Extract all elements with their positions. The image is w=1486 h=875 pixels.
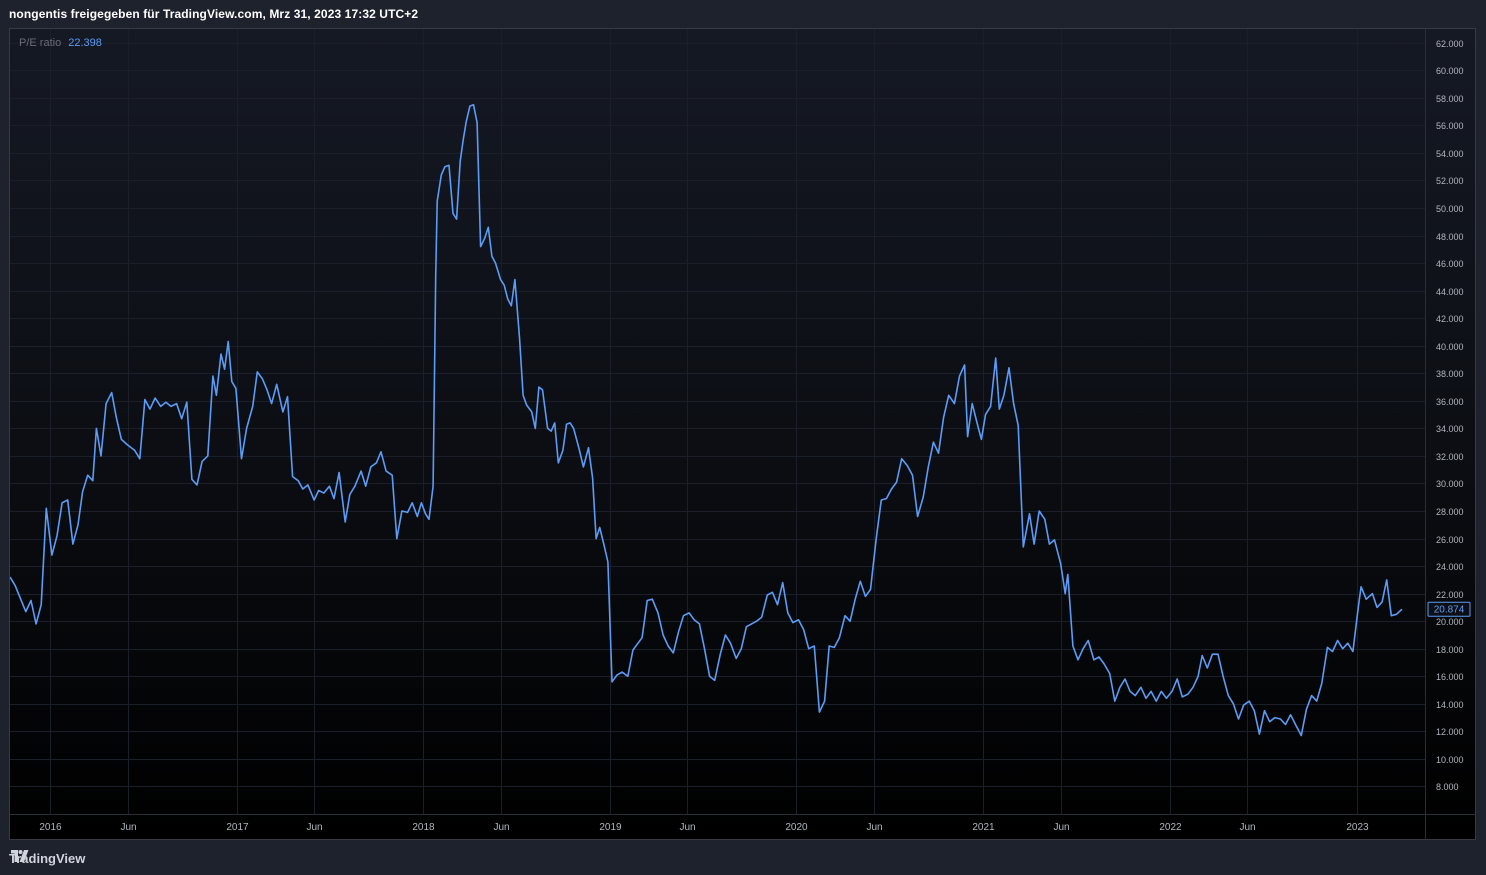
x-tick-label: 2016 — [39, 822, 62, 833]
tradingview-brand-label[interactable]: TradingView — [9, 850, 86, 866]
y-tick-label: 58.000 — [1436, 94, 1464, 104]
y-tick-label: 16.000 — [1436, 672, 1464, 682]
y-tick-label: 38.000 — [1436, 369, 1464, 379]
x-tick-label: Jun — [866, 822, 882, 833]
last-value-marker: 20.874 — [1427, 601, 1471, 617]
x-tick-label: 2019 — [599, 822, 622, 833]
y-tick-label: 24.000 — [1436, 562, 1464, 572]
x-tick-label: Jun — [1239, 822, 1255, 833]
y-tick-label: 48.000 — [1436, 232, 1464, 242]
chart-share-title: nongentis freigegeben für TradingView.co… — [9, 7, 419, 21]
y-tick-label: 46.000 — [1436, 259, 1464, 269]
legend-series-value: 22.398 — [68, 37, 102, 49]
series-legend[interactable]: P/E ratio 22.398 — [19, 37, 102, 49]
last-value-box — [1427, 601, 1471, 617]
y-tick-label: 12.000 — [1436, 727, 1464, 737]
y-tick-label: 34.000 — [1436, 424, 1464, 434]
x-tick-label: Jun — [679, 822, 695, 833]
price-axis[interactable]: 8.000 10.000 12.000 14.000 16.000 18.000 20.00… — [1436, 39, 1464, 792]
y-tick-label: 22.000 — [1436, 590, 1464, 600]
x-tick-label: Jun — [493, 822, 509, 833]
footer: TradingView — [9, 849, 85, 867]
y-tick-label: 30.000 — [1436, 479, 1464, 489]
x-tick-label: Jun — [120, 822, 136, 833]
x-tick-label: Jun — [1053, 822, 1069, 833]
grid-lines — [10, 29, 1425, 814]
y-tick-label: 28.000 — [1436, 507, 1464, 517]
time-axis[interactable]: 2016 Jun 2017 Jun 2018 Jun 2019 Jun 2020 Jun 2021 J… — [39, 822, 1369, 833]
y-tick-label: 18.000 — [1436, 645, 1464, 655]
chart-panel[interactable]: 8.000 10.000 12.000 14.000 16.000 18.000 20.00… — [9, 28, 1476, 840]
legend-series-name: P/E ratio — [19, 37, 62, 49]
x-tick-label: Jun — [306, 822, 322, 833]
y-tick-label: 36.000 — [1436, 397, 1464, 407]
y-tick-label: 56.000 — [1436, 121, 1464, 131]
x-tick-label: 2017 — [226, 822, 249, 833]
y-tick-label: 62.000 — [1436, 39, 1464, 49]
y-tick-label: 60.000 — [1436, 66, 1464, 76]
y-tick-label: 40.000 — [1436, 342, 1464, 352]
x-tick-label: 2018 — [412, 822, 435, 833]
top-bar: nongentis freigegeben für TradingView.co… — [0, 0, 1486, 28]
y-tick-label: 20.000 — [1436, 617, 1464, 627]
y-tick-label: 14.000 — [1436, 700, 1464, 710]
y-tick-label: 8.000 — [1436, 782, 1459, 792]
x-tick-label: 2023 — [1346, 822, 1369, 833]
y-tick-label: 42.000 — [1436, 314, 1464, 324]
x-tick-label: 2020 — [785, 822, 808, 833]
y-tick-label: 32.000 — [1436, 452, 1464, 462]
y-tick-label: 52.000 — [1436, 176, 1464, 186]
x-tick-label: 2022 — [1159, 822, 1182, 833]
y-tick-label: 26.000 — [1436, 535, 1464, 545]
tradingview-logo-icon[interactable] — [9, 849, 31, 863]
series-line-pe-ratio — [10, 103, 1403, 737]
last-value-label: 20.874 — [1434, 605, 1465, 616]
y-tick-label: 44.000 — [1436, 287, 1464, 297]
x-tick-label: 2021 — [972, 822, 995, 833]
y-tick-label: 50.000 — [1436, 204, 1464, 214]
pe-ratio-chart[interactable]: 8.000 10.000 12.000 14.000 16.000 18.000 20.00… — [10, 29, 1476, 840]
y-tick-label: 10.000 — [1436, 755, 1464, 765]
y-tick-label: 54.000 — [1436, 149, 1464, 159]
